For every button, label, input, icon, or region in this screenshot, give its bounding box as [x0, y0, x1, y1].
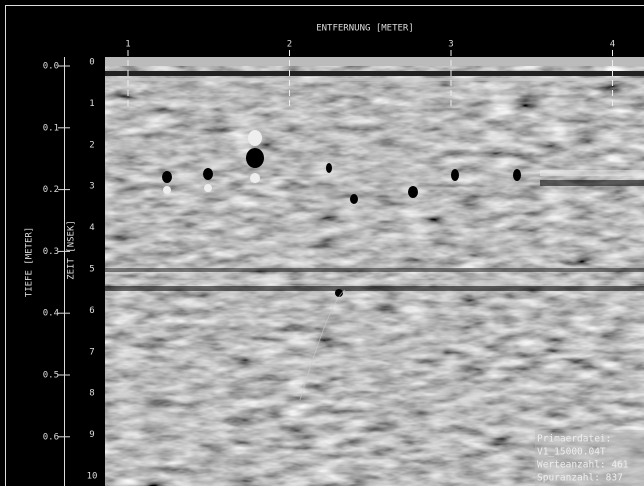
- time-tick-label: 9: [89, 430, 94, 440]
- frame: [5, 5, 644, 486]
- layer-light: [540, 170, 644, 176]
- depth-tick-label: 0.0: [43, 62, 59, 72]
- surface-band: [105, 57, 644, 66]
- reflections-light: [163, 130, 262, 194]
- info-background: [535, 430, 644, 486]
- info-line: Spuranzahl: 837: [537, 473, 623, 484]
- depth-title: TIEFE [METER]: [25, 227, 35, 297]
- layer-dark: [105, 268, 644, 272]
- left-axes: TIEFE [METER] ZEIT [NSEK] 0.0 0.1 0.2 0.3 0.…: [25, 57, 98, 486]
- depth-tick-label: 0.3: [43, 247, 59, 257]
- time-tick-label: 8: [89, 389, 94, 399]
- radargram: [105, 57, 644, 486]
- reflections: [162, 148, 521, 297]
- x-tick-label: 3: [448, 40, 453, 50]
- x-tick-label: 2: [287, 40, 292, 50]
- direct-wave-light: [105, 78, 644, 81]
- depth-tick-label: 0.2: [43, 185, 59, 195]
- info-line: V1_15000.04T: [537, 447, 606, 458]
- direct-wave: [105, 71, 644, 76]
- x-tick-label: 1: [125, 40, 130, 50]
- time-tick-label: 4: [89, 223, 94, 233]
- time-tick-label: 3: [89, 182, 94, 192]
- time-tick-label: 2: [89, 140, 94, 150]
- x-axis: ENTFERNUNG [METER] 1 2 3 4: [125, 24, 615, 110]
- x-tick-label: 4: [610, 40, 615, 50]
- time-tick-label: 7: [89, 347, 94, 357]
- info-line: Werteanzahl: 461: [537, 460, 629, 471]
- depth-tick-label: 0.1: [43, 123, 59, 133]
- time-tick-label: 5: [89, 265, 94, 275]
- hyperbola: [299, 289, 346, 401]
- layer-dark: [540, 180, 644, 186]
- info-box: Primaerdatei: V1_15000.04T Werteanzahl: 46…: [535, 430, 644, 486]
- x-axis-title: ENTFERNUNG [METER]: [316, 24, 414, 34]
- time-tick-label: 0: [89, 58, 94, 68]
- layer-light: [105, 280, 644, 284]
- time-tick-label: 1: [89, 99, 94, 109]
- depth-tick-label: 0.5: [43, 371, 59, 381]
- info-line: Primaerdatei:: [537, 434, 611, 445]
- time-title: ZEIT [NSEK]: [67, 220, 77, 280]
- time-tick-label: 6: [89, 306, 94, 316]
- time-tick-label: 10: [87, 472, 98, 482]
- depth-tick-label: 0.4: [43, 309, 59, 319]
- depth-tick-label: 0.6: [43, 432, 59, 442]
- layer-dark: [105, 286, 644, 291]
